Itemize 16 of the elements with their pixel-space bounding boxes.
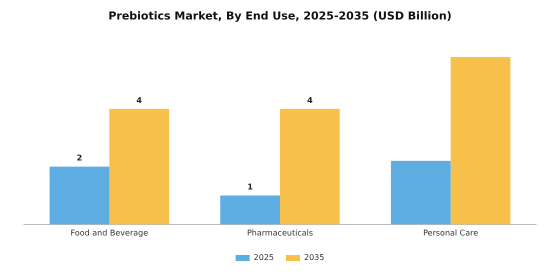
data-label: 1 bbox=[247, 182, 254, 192]
bar bbox=[50, 166, 110, 224]
x-tick-label: Pharmaceuticals bbox=[246, 228, 314, 238]
bar bbox=[390, 160, 451, 224]
x-tick-label: Personal Care bbox=[423, 228, 478, 238]
x-tick-label: Food and Beverage bbox=[70, 228, 148, 238]
bar bbox=[280, 108, 340, 224]
data-label: 4 bbox=[307, 96, 314, 106]
data-label: 2 bbox=[76, 154, 82, 163]
chart-title: Prebiotics Market, By End Use, 2025-2035 (USD Billion) bbox=[108, 9, 452, 22]
bar bbox=[220, 196, 280, 224]
legend-label: 2035 bbox=[304, 253, 324, 262]
bar bbox=[109, 108, 170, 224]
bar bbox=[450, 56, 510, 224]
data-label: 4 bbox=[136, 96, 142, 106]
legend-label: 2025 bbox=[254, 253, 274, 262]
